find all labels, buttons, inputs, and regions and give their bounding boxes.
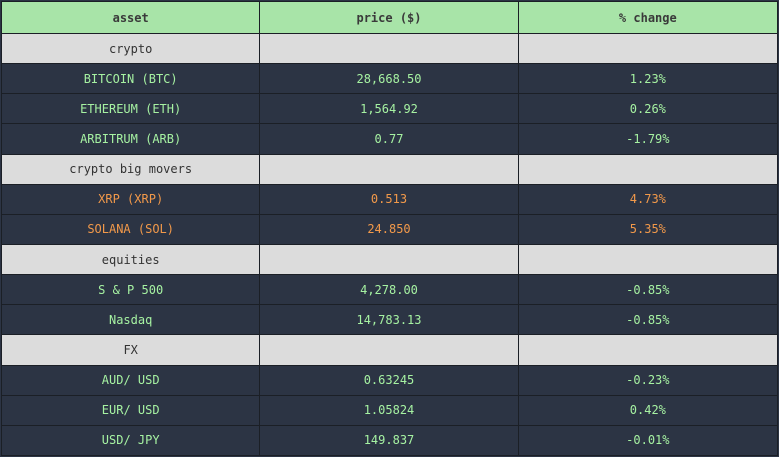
table-row[interactable]: AUD/ USD 0.63245 -0.23% — [0, 364, 779, 396]
group-label: crypto — [0, 32, 261, 65]
group-row-equities: equities — [0, 243, 779, 276]
table-row[interactable]: ETHEREUM (ETH) 1,564.92 0.26% — [0, 93, 779, 125]
group-row-movers: crypto big movers — [0, 153, 779, 185]
group-label: equities — [0, 243, 261, 276]
asset-column-header[interactable]: asset — [0, 1, 261, 34]
change-cell: 1.23% — [517, 63, 779, 95]
price-cell: 4,278.00 — [259, 274, 519, 306]
change-column-header[interactable]: % change — [517, 1, 779, 34]
change-cell: -0.01% — [517, 424, 779, 457]
group-label: crypto big movers — [0, 153, 261, 185]
group-empty-cell — [517, 334, 779, 366]
asset-cell: EUR/ USD — [0, 394, 261, 426]
price-cell: 1.05824 — [259, 394, 519, 426]
change-cell: -0.23% — [517, 364, 779, 396]
price-column-header[interactable]: price ($) — [259, 1, 519, 34]
price-cell: 0.77 — [259, 123, 519, 155]
asset-cell: Nasdaq — [0, 304, 261, 336]
asset-cell: BITCOIN (BTC) — [0, 63, 261, 95]
group-empty-cell — [517, 153, 779, 185]
change-cell: 0.26% — [517, 93, 779, 125]
price-cell: 14,783.13 — [259, 304, 519, 336]
asset-cell: USD/ JPY — [0, 424, 261, 457]
price-cell: 24.850 — [259, 213, 519, 245]
asset-cell: AUD/ USD — [0, 364, 261, 396]
table-row[interactable]: SOLANA (SOL) 24.850 5.35% — [0, 213, 779, 245]
change-cell: 4.73% — [517, 183, 779, 215]
change-cell: 5.35% — [517, 213, 779, 245]
asset-cell: ARBITRUM (ARB) — [0, 123, 261, 155]
asset-cell: S & P 500 — [0, 274, 261, 306]
group-empty-cell — [517, 32, 779, 65]
group-empty-cell — [517, 243, 779, 276]
group-empty-cell — [259, 334, 519, 366]
table-row[interactable]: S & P 500 4,278.00 -0.85% — [0, 274, 779, 306]
table-row[interactable]: USD/ JPY 149.837 -0.01% — [0, 424, 779, 457]
price-cell: 28,668.50 — [259, 63, 519, 95]
table-row[interactable]: ARBITRUM (ARB) 0.77 -1.79% — [0, 123, 779, 155]
table-row[interactable]: EUR/ USD 1.05824 0.42% — [0, 394, 779, 426]
group-row-fx: FX — [0, 334, 779, 366]
change-cell: -0.85% — [517, 304, 779, 336]
group-empty-cell — [259, 153, 519, 185]
price-cell: 1,564.92 — [259, 93, 519, 125]
price-cell: 149.837 — [259, 424, 519, 457]
header-row: asset price ($) % change — [0, 1, 779, 34]
price-cell: 0.63245 — [259, 364, 519, 396]
table-row[interactable]: XRP (XRP) 0.513 4.73% — [0, 183, 779, 215]
asset-cell: XRP (XRP) — [0, 183, 261, 215]
asset-cell: SOLANA (SOL) — [0, 213, 261, 245]
table-row[interactable]: Nasdaq 14,783.13 -0.85% — [0, 304, 779, 336]
group-label: FX — [0, 334, 261, 366]
group-empty-cell — [259, 32, 519, 65]
change-cell: -1.79% — [517, 123, 779, 155]
change-cell: -0.85% — [517, 274, 779, 306]
change-cell: 0.42% — [517, 394, 779, 426]
group-empty-cell — [259, 243, 519, 276]
table-row[interactable]: BITCOIN (BTC) 28,668.50 1.23% — [0, 63, 779, 95]
price-cell: 0.513 — [259, 183, 519, 215]
group-row-crypto: crypto — [0, 32, 779, 65]
asset-cell: ETHEREUM (ETH) — [0, 93, 261, 125]
